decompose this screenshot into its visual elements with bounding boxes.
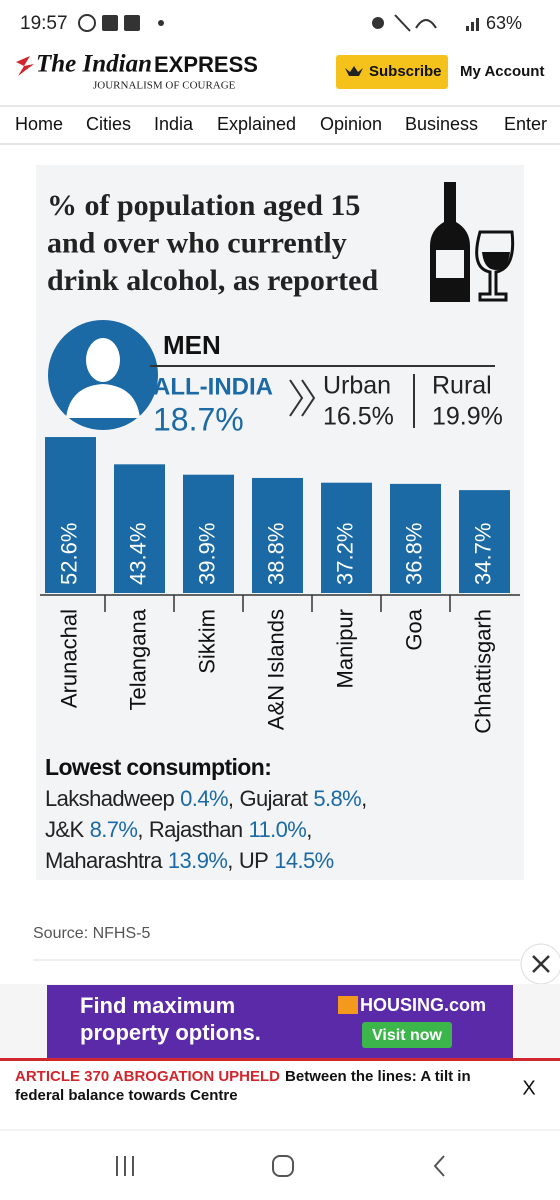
lowest-line: J&K 8.7%, Rajasthan 11.0%,	[45, 817, 312, 842]
home-button[interactable]	[272, 1155, 294, 1177]
ad-brand-icon	[338, 996, 358, 1014]
ad-brand[interactable]: HOUSING.com	[360, 995, 486, 1015]
logo-the[interactable]: The Indian	[36, 51, 152, 78]
bar-value-label: 39.9%	[194, 523, 219, 585]
ticker-rule	[0, 1058, 560, 1061]
x-tick-label: Goa	[401, 608, 426, 650]
person-icon	[48, 320, 158, 430]
ticker-headline[interactable]: Between the lines: A tilt in	[285, 1068, 471, 1085]
ad-line[interactable]: Find maximum	[80, 993, 235, 1018]
lowest-heading: Lowest consumption:	[45, 754, 271, 780]
bar-value-label: 36.8%	[401, 523, 426, 585]
subscribe-button[interactable]	[336, 55, 448, 89]
lowest-separator: ,	[227, 848, 233, 873]
lowest-name: Lakshadweep	[45, 786, 175, 811]
all-india-value: 18.7%	[153, 401, 244, 437]
chart-title: % of population aged 15 and over who curr…	[47, 189, 378, 297]
x-tick-label: Chhattisgarh	[470, 609, 495, 734]
lowest-value: 11.0%	[249, 817, 307, 842]
ad-button[interactable]	[362, 1022, 452, 1048]
lowest-name: Maharashtra	[45, 848, 163, 873]
lowest-name: J&K	[45, 817, 84, 842]
bar-value-label: 43.4%	[125, 523, 150, 585]
bar	[252, 477, 303, 593]
nav-item[interactable]: Business	[405, 114, 478, 134]
logo-express[interactable]: EXPRESS	[154, 52, 258, 77]
ticker-tag[interactable]: ARTICLE 370 ABROGATION UPHELD	[15, 1068, 280, 1085]
bar-value-label: 38.8%	[263, 523, 288, 585]
lowest-list: Lakshadweep 0.4%, Gujarat 5.8%,J&K 8.7%, Raja…	[45, 786, 367, 873]
nav-item[interactable]: Home	[15, 114, 63, 134]
ad-close-icon[interactable]	[532, 955, 550, 973]
recents-button[interactable]	[116, 1156, 134, 1176]
ticker-text[interactable]: ARTICLE 370 ABROGATION UPHELD Between the…	[15, 1068, 471, 1085]
lowest-separator: ,	[228, 786, 234, 811]
lowest-name: Gujarat	[239, 786, 307, 811]
lowest-name: Rajasthan	[149, 817, 243, 842]
source: Source: NFHS-5	[33, 925, 150, 942]
lowest-value: 5.8%	[313, 786, 361, 811]
lowest-line: Maharashtra 13.9%, UP 14.5%	[45, 848, 334, 873]
lowest-name: UP	[239, 848, 268, 873]
bar	[114, 464, 165, 593]
lowest-value: 14.5%	[274, 848, 333, 873]
x-tick-label: Telangana	[125, 608, 150, 710]
ticker-close[interactable]: X	[522, 1077, 535, 1099]
lowest-separator: ,	[361, 786, 367, 811]
bar-chart: 52.6% Arunachal 43.4% Telangana 39.9% Sikkim 3…	[40, 437, 520, 734]
bar	[45, 437, 96, 593]
nav-item[interactable]: Enter	[504, 114, 547, 134]
status-icons	[78, 14, 479, 32]
all-india-label: ALL-INDIA	[153, 373, 273, 400]
ad-button-label[interactable]: Visit now	[372, 1027, 442, 1044]
nav-item[interactable]: Opinion	[320, 114, 382, 134]
bar	[321, 482, 372, 593]
subscribe-label[interactable]: Subscribe	[369, 63, 442, 80]
chart-subtitle: MEN	[163, 330, 221, 360]
account-link[interactable]: My Account	[460, 63, 544, 80]
urban-label: Urban	[323, 372, 391, 400]
bar-value-label: 37.2%	[332, 523, 357, 585]
rural-label: Rural	[432, 372, 492, 400]
lowest-separator: ,	[137, 817, 143, 842]
status-battery: 63%	[486, 13, 522, 33]
nav-bar: Home Cities India Explained Opinion Business E…	[15, 114, 547, 134]
x-tick-label: A&N Islands	[263, 609, 288, 730]
ticker-headline[interactable]: federal balance towards Centre	[15, 1087, 238, 1104]
nav-item[interactable]: Explained	[217, 114, 296, 134]
bar-value-label: 34.7%	[470, 523, 495, 585]
x-tick-label: Arunachal	[56, 609, 81, 708]
chart-title-line: and over who currently	[47, 226, 347, 259]
chart-title-line: drink alcohol, as reported	[47, 264, 378, 297]
lowest-line: Lakshadweep 0.4%, Gujarat 5.8%,	[45, 786, 367, 811]
nav-item[interactable]: India	[154, 114, 194, 134]
urban-value: 16.5%	[323, 403, 394, 431]
alcohol-icons	[430, 182, 515, 302]
back-button[interactable]	[433, 1155, 445, 1177]
nav-item[interactable]: Cities	[86, 114, 131, 134]
lowest-value: 8.7%	[90, 817, 138, 842]
ad-line[interactable]: property options.	[80, 1020, 261, 1045]
bar	[390, 483, 441, 593]
lowest-value: 0.4%	[180, 786, 228, 811]
bar-value-label: 52.6%	[56, 523, 81, 585]
crown-icon	[345, 66, 363, 76]
status-time: 19:57	[20, 13, 68, 34]
chart-title-line: % of population aged 15	[47, 189, 360, 222]
lowest-separator: ,	[306, 817, 312, 842]
x-tick-label: Sikkim	[194, 609, 219, 674]
bar	[183, 474, 234, 593]
system-nav	[116, 1155, 445, 1177]
logo-tagline: JOURNALISM OF COURAGE	[93, 80, 236, 92]
lowest-value: 13.9%	[168, 848, 227, 873]
logo-mark	[16, 56, 34, 76]
bar	[459, 490, 510, 593]
x-tick-label: Manipur	[332, 609, 357, 688]
rural-value: 19.9%	[432, 403, 503, 431]
chevrons	[289, 379, 316, 417]
